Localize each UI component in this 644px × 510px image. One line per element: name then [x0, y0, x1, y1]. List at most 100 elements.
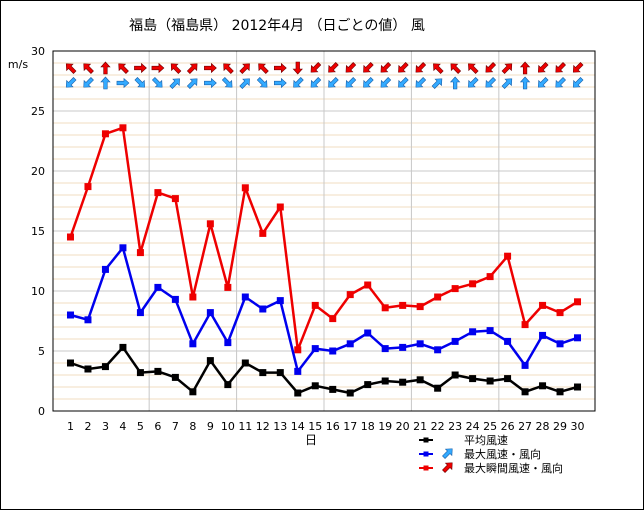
data-point-average	[189, 388, 197, 396]
max-direction-arrow	[501, 78, 513, 89]
data-point-max	[399, 343, 407, 351]
data-point-average	[84, 365, 92, 373]
x-tick-label: 18	[361, 420, 375, 433]
gust-direction-arrow	[468, 63, 479, 74]
max-direction-arrow	[256, 77, 268, 88]
arrow-shape	[170, 63, 182, 74]
data-point-max	[504, 337, 512, 345]
max-direction-arrow	[116, 77, 130, 89]
data-point-gust	[381, 304, 389, 312]
data-point-average	[241, 359, 249, 367]
arrow-shape	[186, 78, 198, 89]
gust-direction-arrow	[519, 61, 531, 75]
gust-direction-arrow	[239, 63, 250, 74]
x-tick-label: 26	[501, 420, 515, 433]
data-point-average	[416, 376, 424, 384]
gust-direction-arrow	[186, 63, 198, 74]
arrow-shape	[221, 77, 233, 88]
arrow-shape	[572, 62, 584, 73]
max-direction-arrow	[380, 77, 392, 88]
max-direction-arrow	[273, 77, 287, 89]
arrow-shape	[310, 62, 322, 73]
gust-direction-arrow	[501, 63, 513, 74]
x-tick-label: 8	[189, 420, 196, 433]
arrow-shape	[292, 61, 303, 75]
max-direction-arrow	[328, 77, 339, 88]
arrow-shape	[169, 78, 180, 89]
data-point-max	[574, 334, 582, 342]
data-point-average	[399, 378, 407, 386]
x-tick-label: 11	[238, 420, 252, 433]
arrow-shape	[310, 77, 322, 88]
arrow-shape	[223, 63, 234, 74]
max-direction-arrow	[221, 77, 233, 88]
data-point-gust	[259, 229, 267, 237]
arrow-shape	[100, 61, 111, 75]
gust-direction-arrow	[433, 63, 444, 74]
data-point-gust	[521, 321, 529, 329]
arrow-shape	[83, 63, 94, 74]
data-point-average	[259, 369, 267, 377]
arrow-shape	[134, 77, 145, 88]
data-point-max	[294, 367, 302, 375]
y-tick-label: 25	[31, 105, 45, 118]
arrow-shape	[134, 62, 147, 74]
data-point-average	[434, 384, 442, 392]
data-point-average	[224, 381, 232, 389]
data-point-gust	[66, 233, 74, 241]
x-tick-label: 13	[273, 420, 287, 433]
data-point-max	[364, 329, 372, 337]
data-point-max	[171, 295, 179, 303]
legend: 平均風速 最大風速・風向 最大瞬間風速・風向	[419, 434, 563, 475]
arrow-shape	[151, 77, 163, 88]
gust-direction-arrow	[292, 61, 303, 75]
x-tick-label: 30	[571, 420, 585, 433]
max-direction-arrow	[363, 77, 374, 88]
data-point-average	[206, 357, 214, 365]
arrow-shape	[273, 77, 287, 89]
max-direction-arrow	[398, 77, 409, 88]
x-tick-label: 14	[291, 420, 305, 433]
max-direction-arrow	[572, 77, 584, 88]
arrow-shape	[239, 63, 250, 74]
data-point-average	[364, 381, 372, 389]
max-direction-arrow	[100, 76, 111, 90]
data-point-max	[521, 361, 529, 369]
data-point-average	[574, 383, 582, 391]
gust-direction-arrow	[100, 61, 111, 75]
x-axis-label: 日	[305, 433, 317, 447]
gust-direction-arrow	[380, 62, 392, 73]
data-point-average	[469, 375, 477, 383]
arrow-shape	[555, 62, 566, 73]
data-point-average	[154, 367, 162, 375]
data-point-max	[206, 309, 214, 317]
arrow-shape	[100, 76, 111, 90]
arrow-shape	[380, 62, 392, 73]
legend-item-average: 平均風速	[419, 434, 508, 447]
legend-arrow-icon-gust	[442, 462, 453, 473]
max-direction-arrow	[169, 78, 180, 89]
arrow-shape	[186, 63, 198, 74]
gust-direction-arrow	[83, 63, 94, 74]
arrow-shape	[555, 77, 566, 88]
data-point-gust	[556, 309, 564, 317]
arrow-shape	[204, 77, 217, 89]
data-point-average	[556, 388, 564, 396]
gust-direction-arrow	[363, 62, 374, 73]
data-point-max	[486, 327, 494, 335]
y-tick-label: 10	[31, 285, 45, 298]
x-tick-label: 24	[466, 420, 480, 433]
data-point-average	[136, 369, 144, 377]
max-direction-arrow	[293, 77, 304, 88]
gust-direction-arrow	[572, 62, 584, 73]
data-point-gust	[189, 293, 197, 301]
max-direction-arrow	[485, 77, 497, 88]
data-point-max	[329, 347, 337, 355]
arrow-shape	[363, 62, 374, 73]
gust-direction-arrow	[485, 62, 497, 73]
arrow-shape	[572, 77, 584, 88]
max-direction-arrow	[468, 77, 479, 88]
arrow-shape	[273, 62, 287, 74]
data-point-gust	[469, 280, 477, 288]
